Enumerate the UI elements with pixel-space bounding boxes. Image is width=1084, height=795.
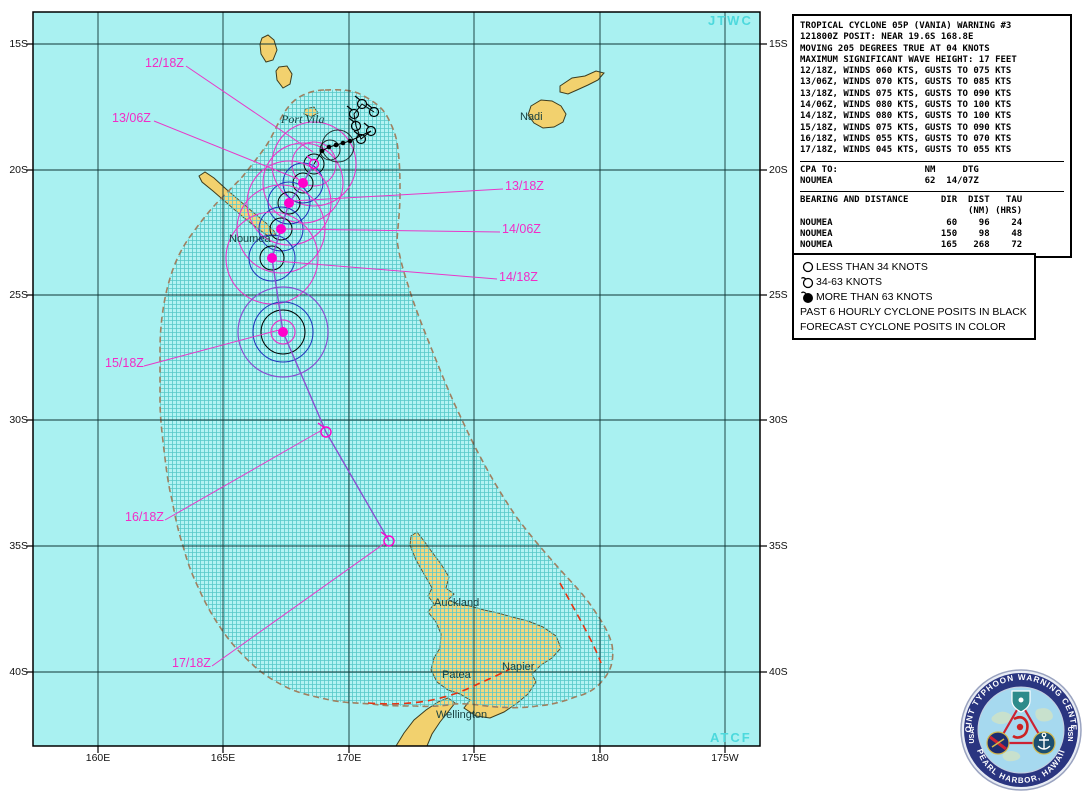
lat-label-right: 30S — [769, 414, 788, 426]
bearing-line: BEARING AND DISTANCE DIR DIST TAU — [800, 195, 1023, 206]
bearing-line: NOUMEA 60 96 24 — [800, 217, 1023, 228]
lon-label: 180 — [591, 752, 609, 764]
lat-label-left: 30S — [9, 414, 28, 426]
lat-label-right: 20S — [769, 164, 788, 176]
shield-emblem-icon — [1011, 690, 1031, 713]
warning-line: 13/06Z, WINDS 070 KTS, GUSTS TO 085 KTS — [800, 77, 1012, 88]
time-label-14-18z: 14/18Z — [499, 270, 538, 284]
warning-line: 121800Z POSIT: NEAR 19.6S 168.8E — [800, 32, 974, 43]
seal-text-usn: USN — [1066, 727, 1073, 742]
lat-label-left: 20S — [9, 164, 28, 176]
city-label-nadi: Nadi — [520, 111, 543, 123]
warning-line: 15/18Z, WINDS 075 KTS, GUSTS TO 090 KTS — [800, 122, 1012, 133]
more-than-63-knots-icon — [800, 290, 813, 303]
usaf-emblem-icon — [986, 731, 1010, 755]
label-leader-lines — [143, 65, 504, 667]
island-vanuatu — [275, 65, 293, 89]
legend-note: FORECAST CYCLONE POSITS IN COLOR — [800, 320, 1006, 333]
lon-label: 170E — [336, 752, 362, 764]
34-63-knots-icon — [800, 276, 814, 288]
cpa-line: NOUMEA 62 14/07Z — [800, 175, 979, 186]
seal-text-usaf: USAF — [969, 724, 976, 744]
lon-label: 175E — [461, 752, 487, 764]
city-label-patea: Patea — [442, 669, 471, 681]
bearing-line: (NM) (HRS) — [800, 206, 1023, 217]
legend-item: LESS THAN 34 KNOTS — [800, 259, 1030, 274]
graticule-grid — [33, 12, 760, 746]
lat-label-right: 15S — [769, 38, 788, 50]
past-track — [313, 95, 380, 165]
warning-text-box: TROPICAL CYCLONE 05P (VANIA) WARNING #3 … — [792, 14, 1072, 258]
legend-label: LESS THAN 34 KNOTS — [816, 260, 928, 273]
bearing-line: NOUMEA 165 268 72 — [800, 240, 1023, 251]
warning-line: 13/18Z, WINDS 075 KTS, GUSTS TO 090 KTS — [800, 88, 1012, 99]
uncertainty-swath — [159, 88, 614, 709]
time-label-13-06z: 13/06Z — [112, 111, 151, 125]
bearing-line: NOUMEA 150 98 48 — [800, 229, 1023, 240]
time-label-13-18z: 13/18Z — [505, 179, 544, 193]
legend-item: MORE THAN 63 KNOTS — [800, 289, 1030, 304]
warning-line: 16/18Z, WINDS 055 KTS, GUSTS TO 070 KTS — [800, 133, 1012, 144]
time-label-16-18z: 16/18Z — [125, 510, 164, 524]
lon-label: 165E — [210, 752, 236, 764]
lat-label-left: 35S — [9, 540, 28, 552]
legend-label: 34-63 KNOTS — [816, 275, 882, 288]
legend-item: 34-63 KNOTS — [800, 274, 1030, 289]
time-label-17-18z: 17/18Z — [172, 656, 211, 670]
lat-label-left: 15S — [9, 38, 28, 50]
lon-label: 175W — [711, 752, 739, 764]
legend-box: LESS THAN 34 KNOTS 34-63 KNOTS MORE THAN… — [792, 253, 1036, 340]
less-than-34-knots-icon — [802, 261, 814, 272]
city-label-auckland: Auckland — [434, 597, 480, 609]
island-fiji — [559, 70, 605, 95]
warning-line: 12/18Z, WINDS 060 KTS, GUSTS TO 075 KTS — [800, 66, 1012, 77]
jtwc-seal: JOINT TYPHOON WARNING CENTER PEARL HARBO… — [958, 667, 1082, 791]
axis-ticks — [26, 43, 767, 753]
danger-dash-lines — [367, 582, 602, 705]
legend-note: PAST 6 HOURLY CYCLONE POSITS IN BLACK — [800, 305, 1027, 318]
wind-radii-circles — [225, 121, 357, 378]
warning-line: 14/18Z, WINDS 080 KTS, GUSTS TO 100 KTS — [800, 111, 1012, 122]
lon-label: 160E — [85, 752, 111, 764]
island-fiji — [527, 99, 567, 129]
lat-label-right: 25S — [769, 289, 788, 301]
warning-line: MOVING 205 DEGREES TRUE AT 04 KNOTS — [800, 43, 990, 54]
lat-label-left: 25S — [9, 289, 28, 301]
time-label-15-18z: 15/18Z — [105, 356, 144, 370]
warning-line: TROPICAL CYCLONE 05P (VANIA) WARNING #3 — [800, 21, 1012, 31]
island-vanuatu — [259, 34, 278, 63]
warning-line: 17/18Z, WINDS 045 KTS, GUSTS TO 055 KTS — [800, 145, 1012, 156]
city-label-noumea: Noumea — [229, 233, 271, 245]
map-border — [32, 11, 761, 747]
warning-line: MAXIMUM SIGNIFICANT WAVE HEIGHT: 17 FEET — [800, 54, 1017, 65]
cpa-line: CPA TO: NM DTG — [800, 164, 979, 175]
seal-triangle — [996, 700, 1046, 745]
time-label-14-06z: 14/06Z — [502, 222, 541, 236]
globe-continents — [991, 708, 1053, 762]
city-label-port-vila: Port Vila — [281, 112, 325, 126]
separator — [800, 160, 1064, 162]
forecast-posits — [267, 155, 395, 547]
warning-line: 14/06Z, WINDS 080 KTS, GUSTS TO 100 KTS — [800, 100, 1012, 111]
legend-label: MORE THAN 63 KNOTS — [816, 290, 933, 303]
atcf-watermark: ATCF — [710, 730, 752, 745]
lat-label-right: 40S — [769, 666, 788, 678]
time-label-12-18z: 12/18Z — [145, 56, 184, 70]
jtwc-watermark: JTWC — [708, 13, 753, 28]
city-label-wellington: Wellington — [436, 709, 488, 721]
lat-label-right: 35S — [769, 540, 788, 552]
city-label-napier: Napier — [502, 661, 535, 673]
lat-label-left: 40S — [9, 666, 28, 678]
navy-anchor-emblem-icon — [1032, 731, 1056, 755]
typhoon-symbol-icon — [1012, 716, 1029, 739]
separator — [800, 191, 1064, 193]
